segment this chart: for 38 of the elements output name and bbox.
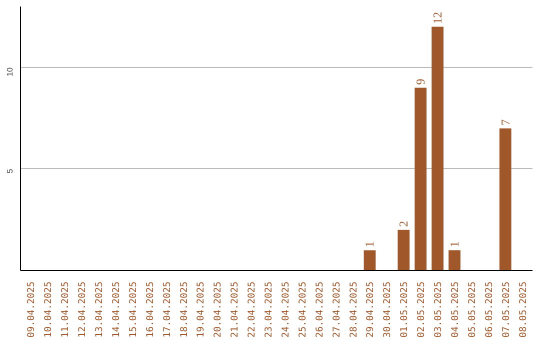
x-tick-label: 10.04.2025 [43, 281, 54, 338]
x-tick-label: 08.05.2025 [518, 281, 529, 338]
x-tick-label: 26.04.2025 [314, 281, 326, 338]
x-tick-label: 04.05.2025 [450, 281, 462, 338]
x-tick-label: 22.04.2025 [246, 281, 258, 338]
data-label: 1 [448, 241, 462, 248]
x-tick-label: 28.04.2025 [348, 281, 360, 338]
x-tick-label: 19.04.2025 [196, 281, 207, 338]
x-tick-label: 13.04.2025 [94, 281, 105, 338]
x-tick-label: 03.05.2025 [433, 281, 444, 338]
x-tick-label: 02.05.2025 [416, 281, 428, 338]
data-label: 9 [414, 78, 428, 85]
x-tick-label: 05.05.2025 [466, 281, 478, 338]
y-tick-label: 5 [6, 168, 14, 174]
x-tick-label: 23.04.2025 [264, 281, 275, 338]
x-tick-label: 15.04.2025 [128, 281, 139, 338]
x-tick-label: 18.04.2025 [178, 281, 190, 338]
x-tick-label: 29.04.2025 [365, 281, 376, 338]
data-label: 1 [362, 241, 377, 248]
x-tick-label: 20.04.2025 [212, 281, 224, 338]
x-tick-label: 17.04.2025 [162, 281, 173, 338]
x-tick-label: 16.04.2025 [144, 281, 156, 338]
x-tick-label: 06.05.2025 [484, 281, 495, 338]
x-tick-label: 09.04.2025 [26, 281, 38, 338]
x-tick-label: 14.04.2025 [110, 281, 122, 338]
x-tick-label: 30.04.2025 [382, 281, 394, 338]
y-tick-label: 10 [6, 66, 14, 76]
data-label: 7 [498, 119, 512, 126]
x-tick-label: 21.04.2025 [230, 281, 241, 338]
x-tick-label: 24.04.2025 [280, 281, 292, 338]
x-tick-label: 12.04.2025 [77, 281, 88, 338]
x-tick-label: 25.04.2025 [297, 281, 308, 338]
data-label: 2 [396, 220, 411, 227]
data-label: 12 [430, 12, 445, 24]
x-tick-label: 07.05.2025 [500, 281, 512, 338]
x-tick-label: 11.04.2025 [60, 281, 72, 338]
x-tick-label: 01.05.2025 [399, 281, 410, 338]
x-tick-label: 27.04.2025 [331, 281, 342, 338]
